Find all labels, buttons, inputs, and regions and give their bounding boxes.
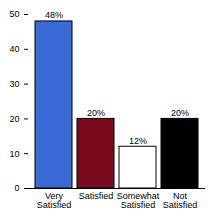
svg-text:0: 0 (14, 183, 19, 193)
svg-text:20%: 20% (171, 108, 189, 118)
svg-text:30: 30 (9, 79, 19, 89)
svg-text:10: 10 (9, 149, 19, 159)
svg-text:48%: 48% (45, 10, 63, 20)
svg-text:NotSatisfied: NotSatisfied (163, 191, 198, 210)
svg-text:SomewhatSatisfied: SomewhatSatisfied (117, 191, 160, 210)
svg-text:50: 50 (9, 9, 19, 19)
svg-text:20: 20 (9, 114, 19, 124)
svg-text:Satisfied: Satisfied (79, 191, 114, 201)
svg-text:40: 40 (9, 44, 19, 54)
svg-text:VerySatisfied: VerySatisfied (37, 191, 72, 210)
svg-text:20%: 20% (87, 108, 105, 118)
svg-text:12%: 12% (129, 136, 147, 146)
